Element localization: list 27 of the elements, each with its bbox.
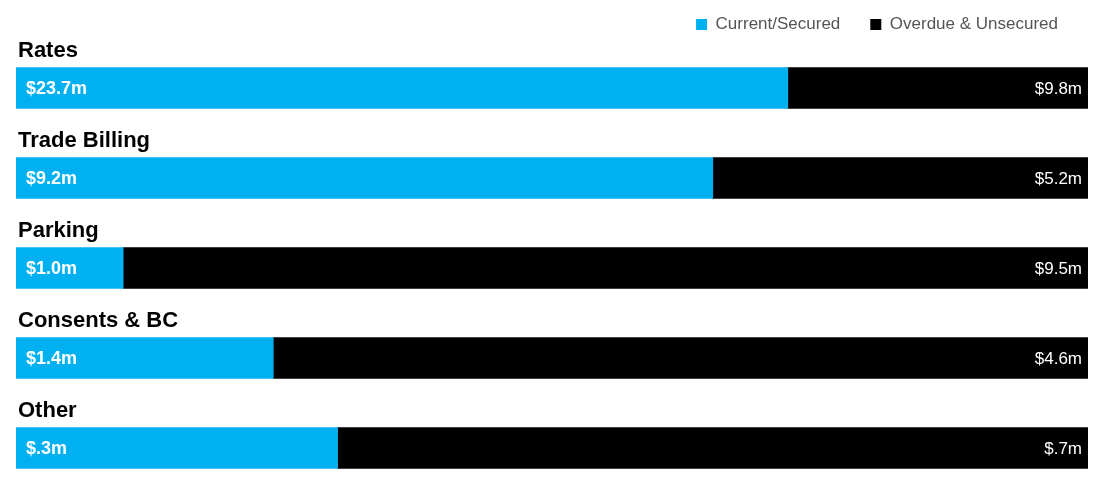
bar bbox=[712, 157, 1088, 199]
annotation: $4.6m bbox=[1034, 348, 1082, 368]
annotation: $9.2m bbox=[26, 167, 78, 188]
y-tick-label: Parking bbox=[18, 216, 99, 242]
annotation: $.7m bbox=[1044, 438, 1082, 458]
annotation: $5.2m bbox=[1034, 168, 1082, 188]
bar bbox=[16, 337, 274, 379]
legend-label: Current/Secured bbox=[715, 14, 841, 34]
annotation: $23.7m bbox=[26, 77, 88, 98]
y-tick-label: Consents & BC bbox=[18, 306, 179, 332]
annotation: $9.5m bbox=[1034, 258, 1082, 278]
bar bbox=[272, 337, 1088, 379]
annotation: $.3m bbox=[26, 437, 68, 458]
bar bbox=[16, 67, 789, 109]
bar bbox=[337, 427, 1088, 469]
y-tick-label: Other bbox=[18, 396, 78, 422]
legend-label: Overdue & Unsecured bbox=[889, 14, 1058, 34]
y-tick-label: Trade Billing bbox=[18, 126, 151, 152]
annotation: $1.0m bbox=[26, 257, 78, 278]
bar bbox=[787, 67, 1088, 109]
annotation: $9.8m bbox=[1034, 78, 1082, 98]
bar bbox=[16, 427, 338, 469]
annotation: $1.4m bbox=[26, 347, 78, 368]
y-tick-label: Rates bbox=[18, 36, 78, 62]
bar bbox=[16, 157, 714, 199]
bar bbox=[122, 247, 1088, 289]
bar bbox=[16, 247, 124, 289]
